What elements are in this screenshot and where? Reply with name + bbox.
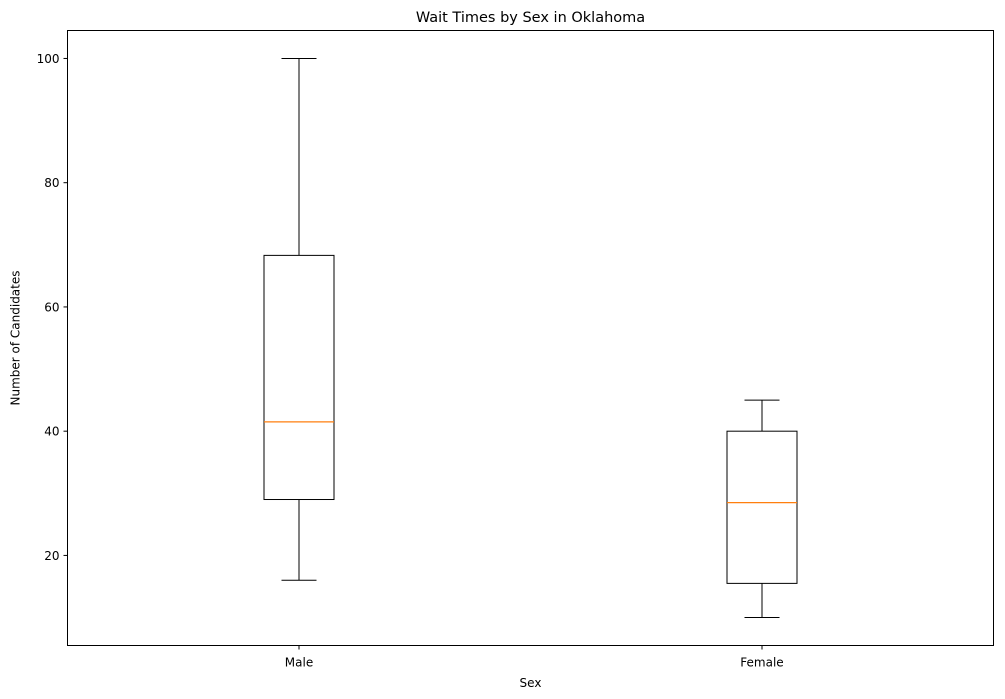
chart-title: Wait Times by Sex in Oklahoma xyxy=(416,10,645,26)
x-axis-ticks: Male Female xyxy=(285,645,784,670)
interquartile-box xyxy=(263,254,335,501)
y-tick-label: 100 xyxy=(37,52,60,66)
x-tick-label: Male xyxy=(285,656,313,670)
plot-area-frame xyxy=(67,30,994,646)
y-tick-label: 40 xyxy=(44,425,59,439)
interquartile-box xyxy=(726,430,798,584)
y-axis-label: Number of Candidates xyxy=(9,271,23,406)
box-group-male xyxy=(263,57,335,581)
x-tick-label: Female xyxy=(740,656,783,670)
box-group-female xyxy=(726,399,798,619)
y-tick-label: 60 xyxy=(44,300,59,314)
x-axis-label: Sex xyxy=(520,676,542,690)
box-series xyxy=(263,57,798,619)
y-tick-label: 80 xyxy=(44,176,59,190)
y-axis-ticks: 20 40 60 80 100 xyxy=(37,52,68,563)
y-tick-label: 20 xyxy=(44,549,59,563)
